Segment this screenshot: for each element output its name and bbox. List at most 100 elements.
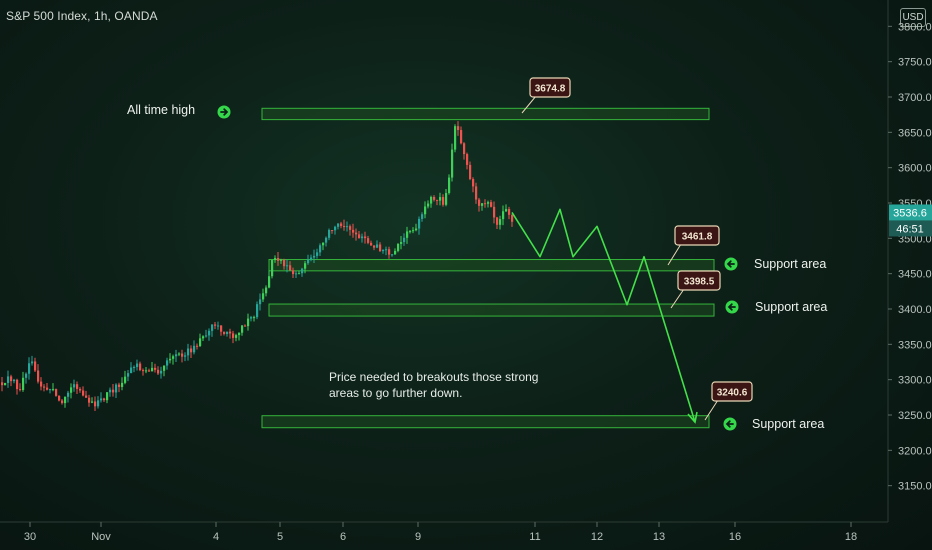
currency-button[interactable]: USD	[900, 8, 926, 27]
candle-body	[160, 370, 163, 374]
candle-body	[97, 400, 100, 407]
note-line-2: areas to go further down.	[329, 386, 462, 400]
candle-body	[490, 202, 493, 207]
price-tick-label: 3300.0	[898, 375, 932, 387]
candle-body	[199, 338, 202, 347]
candle-body	[334, 226, 337, 231]
candle-body	[295, 273, 298, 275]
candle-body	[277, 258, 280, 261]
support-label: Support area	[755, 300, 827, 314]
candle-body	[469, 164, 472, 180]
candle-body	[136, 363, 139, 368]
candle-body	[418, 218, 421, 229]
candle-body	[307, 259, 310, 264]
candle-body	[52, 389, 55, 391]
candle-body	[19, 389, 22, 391]
level-callout	[529, 77, 571, 98]
callout-pointer	[521, 95, 537, 114]
candle-body	[322, 242, 325, 246]
candle-body	[499, 219, 502, 225]
candle-body	[82, 390, 85, 396]
candle-body	[298, 273, 301, 275]
candle-body	[436, 199, 439, 201]
candle-body	[76, 384, 79, 389]
candle-body	[124, 376, 127, 383]
candle-body	[85, 395, 88, 398]
candle-body	[379, 244, 382, 252]
candle-body	[196, 345, 199, 347]
candle-body	[304, 263, 307, 269]
candle-body	[301, 268, 304, 274]
time-tick-label: 18	[845, 531, 857, 543]
candle-body	[157, 369, 160, 374]
candle-body	[190, 348, 193, 353]
candle-body	[22, 377, 25, 390]
candle-body	[148, 370, 151, 372]
candle-body	[508, 209, 511, 215]
candle-body	[376, 244, 379, 248]
candle-body	[73, 384, 76, 388]
candle-body	[427, 203, 430, 207]
candle-body	[448, 177, 451, 194]
price-tick-label: 3400.0	[898, 304, 932, 316]
candle-body	[241, 325, 244, 333]
candle-body	[70, 387, 73, 393]
candle-body	[172, 356, 175, 359]
symbol-title: S&P 500 Index, 1h, OANDA	[6, 9, 158, 23]
candle-body	[13, 379, 16, 382]
candle-body	[58, 395, 61, 401]
candle-body	[181, 353, 184, 357]
price-tick-label: 3650.0	[898, 127, 932, 139]
candle-body	[511, 214, 514, 222]
level-callout	[677, 270, 721, 291]
candle-body	[355, 232, 358, 235]
projection-arrowhead	[687, 411, 698, 424]
candle-body	[16, 379, 19, 390]
candle-body	[259, 299, 262, 305]
arrow-left-icon-glyph	[725, 420, 734, 428]
candle-body	[214, 324, 217, 326]
level-callout-label: 3674.8	[535, 84, 566, 95]
callout-pointer	[667, 243, 682, 266]
candle-body	[226, 331, 229, 334]
candle-body	[178, 353, 181, 355]
candle-body	[43, 386, 46, 388]
candle-body	[154, 367, 157, 370]
candle-body	[502, 211, 505, 220]
candle-body	[484, 203, 487, 205]
countdown-label: 46:51	[896, 223, 924, 235]
candle-body	[64, 396, 67, 404]
candle-body	[424, 206, 427, 215]
candle-body	[397, 243, 400, 251]
candle-body	[142, 370, 145, 372]
support-zone	[261, 415, 710, 429]
candle-body	[442, 197, 445, 205]
candle-body	[439, 197, 442, 201]
candle-body	[466, 154, 469, 165]
candle-body	[1, 382, 4, 386]
candle-body	[256, 304, 259, 318]
ath-label: All time high	[127, 103, 195, 117]
candle-body	[229, 331, 232, 334]
candle-body	[193, 345, 196, 353]
candle-body	[343, 225, 346, 228]
price-tick-label: 3700.0	[898, 92, 932, 104]
candle-body	[328, 230, 331, 238]
time-tick-label: Nov	[91, 531, 111, 543]
time-tick-label: 11	[529, 531, 540, 543]
candle-body	[496, 217, 499, 225]
candle-body	[412, 230, 415, 232]
candle-body	[382, 249, 385, 252]
candle-body	[370, 242, 373, 246]
time-tick-label: 13	[653, 531, 665, 543]
candle-body	[208, 330, 211, 336]
candle-body	[385, 249, 388, 251]
candle-body	[184, 355, 187, 357]
candle-body	[316, 252, 319, 256]
time-tick-label: 4	[213, 531, 219, 543]
callout-pointer	[704, 399, 719, 421]
candle-body	[94, 401, 97, 407]
candle-body	[274, 258, 277, 261]
